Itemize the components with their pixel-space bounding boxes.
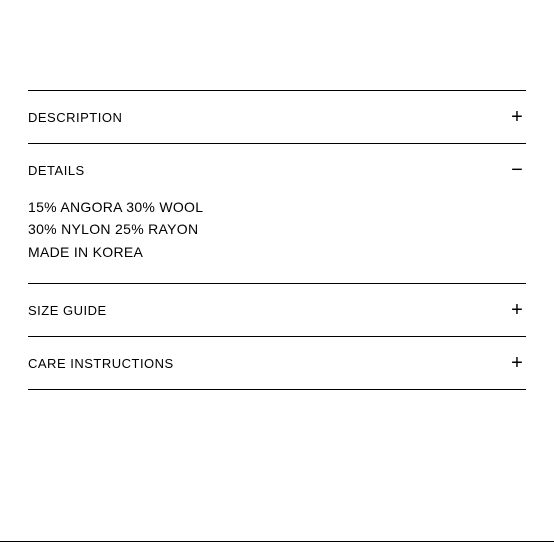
- accordion-title: CARE INSTRUCTIONS: [28, 356, 174, 371]
- minus-icon: −: [508, 160, 526, 180]
- accordion-title: SIZE GUIDE: [28, 303, 107, 318]
- accordion-header-size-guide[interactable]: SIZE GUIDE +: [28, 284, 526, 336]
- plus-icon: +: [508, 107, 526, 127]
- accordion-item-size-guide: SIZE GUIDE +: [28, 283, 526, 336]
- accordion-container: DESCRIPTION + DETAILS − 15% ANGORA 30% W…: [0, 0, 554, 390]
- plus-icon: +: [508, 353, 526, 373]
- plus-icon: +: [508, 300, 526, 320]
- accordion-content-details: 15% ANGORA 30% WOOL 30% NYLON 25% RAYON …: [28, 196, 526, 283]
- accordion-title: DESCRIPTION: [28, 110, 122, 125]
- accordion-item-details: DETAILS − 15% ANGORA 30% WOOL 30% NYLON …: [28, 143, 526, 283]
- accordion-title: DETAILS: [28, 163, 85, 178]
- page-bottom-border: [0, 541, 554, 543]
- accordion-item-care-instructions: CARE INSTRUCTIONS +: [28, 336, 526, 390]
- content-line: 30% NYLON 25% RAYON: [28, 218, 526, 240]
- content-line: MADE IN KOREA: [28, 241, 526, 263]
- accordion-header-description[interactable]: DESCRIPTION +: [28, 91, 526, 143]
- accordion-header-details[interactable]: DETAILS −: [28, 144, 526, 196]
- accordion-item-description: DESCRIPTION +: [28, 90, 526, 143]
- accordion-header-care-instructions[interactable]: CARE INSTRUCTIONS +: [28, 337, 526, 389]
- content-line: 15% ANGORA 30% WOOL: [28, 196, 526, 218]
